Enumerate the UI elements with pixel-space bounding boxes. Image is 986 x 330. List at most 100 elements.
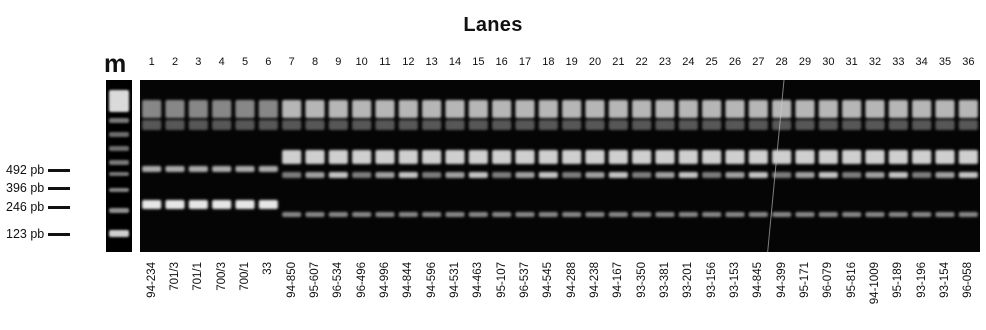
- size-marker-tick: [48, 206, 71, 210]
- lane-number: 29: [798, 56, 812, 68]
- gel-lane: [282, 100, 302, 217]
- sample-label: 96-496: [355, 262, 368, 298]
- gel-lane: [865, 100, 885, 217]
- lane-number: 27: [752, 56, 765, 68]
- gel-lane: [655, 100, 675, 217]
- sample-label: 94-850: [285, 262, 298, 298]
- sample-label: 95-816: [845, 262, 858, 298]
- lane-number: 15: [472, 56, 485, 68]
- sample-label: 94-996: [379, 262, 391, 298]
- sample-label: 93-154: [939, 262, 951, 298]
- lane-number: 30: [822, 56, 835, 68]
- gel-lane: [142, 100, 162, 209]
- lane-number: 20: [588, 56, 602, 68]
- lane-number: 3: [195, 56, 202, 68]
- size-marker: 246 pb: [6, 200, 71, 214]
- sample-label: 94-844: [402, 262, 415, 298]
- size-marker-tick: [48, 169, 71, 173]
- lane-number: 12: [402, 56, 415, 68]
- ladder-lane-image: [106, 80, 132, 252]
- gel-image: [140, 80, 980, 252]
- marker-lane-label: m: [104, 50, 127, 78]
- lane-number: 2: [171, 56, 179, 68]
- lane-number: 31: [845, 56, 858, 68]
- sample-label: 93-196: [915, 262, 928, 298]
- gel-lane: [328, 100, 348, 217]
- lane-number: 11: [379, 56, 391, 68]
- gel-scratch: [767, 80, 785, 252]
- gel-lane: [888, 100, 908, 217]
- gel-lane: [352, 100, 372, 217]
- size-marker-label: 396 pb: [6, 181, 45, 195]
- size-marker: 123 pb: [6, 227, 71, 241]
- lane-number: 14: [448, 56, 462, 68]
- sample-label: 94-545: [542, 262, 555, 298]
- sample-label: 93-201: [682, 262, 695, 298]
- gel-lane: [725, 100, 745, 217]
- size-marker-tick: [48, 187, 71, 191]
- sample-label: 96-079: [822, 262, 835, 298]
- sample-label: 94-234: [145, 262, 158, 298]
- sample-label: 94-238: [589, 262, 601, 298]
- lane-number: 5: [241, 56, 249, 68]
- lane-number: 34: [915, 56, 928, 68]
- size-marker-tick: [48, 233, 71, 237]
- gel-lane: [608, 100, 628, 217]
- lane-number: 17: [518, 56, 532, 68]
- figure-title: Lanes: [463, 14, 523, 36]
- sample-label: 701/3: [169, 262, 181, 291]
- lane-number: 19: [565, 56, 578, 68]
- gel-lane: [842, 100, 862, 217]
- sample-label: 93-381: [659, 262, 671, 298]
- size-marker-label: 123 pb: [6, 227, 45, 241]
- lane-number: 1: [148, 56, 155, 68]
- gel-lane: [748, 100, 768, 217]
- size-marker: 492 pb: [6, 163, 71, 177]
- gel-lane: [795, 100, 815, 217]
- lane-number: 8: [311, 56, 319, 68]
- lane-number: 13: [425, 56, 438, 68]
- sample-label: 93-350: [635, 262, 648, 298]
- lane-number: 4: [218, 56, 225, 68]
- lane-number: 6: [265, 56, 272, 68]
- gel-lane: [585, 100, 605, 217]
- gel-lane: [188, 100, 208, 209]
- lane-number: 24: [682, 56, 695, 68]
- lane-number: 25: [705, 56, 718, 68]
- size-marker-label: 492 pb: [6, 163, 45, 177]
- sample-label: 94-399: [775, 262, 788, 298]
- gel-lane: [212, 100, 232, 209]
- lane-number: 9: [335, 56, 342, 68]
- gel-lane: [702, 100, 722, 217]
- sample-label: 95-607: [309, 262, 321, 298]
- sample-label: 95-107: [495, 262, 508, 298]
- gel-lane: [422, 100, 442, 217]
- gel-lane: [398, 100, 418, 217]
- sample-label: 94-463: [472, 262, 485, 298]
- gel-lane: [445, 100, 465, 217]
- size-marker: 396 pb: [6, 181, 71, 195]
- sample-label: 93-156: [705, 262, 718, 298]
- gel-lane: [678, 100, 698, 217]
- size-marker-label: 246 pb: [6, 200, 45, 214]
- sample-label: 95-189: [892, 262, 905, 298]
- sample-label: 94-167: [612, 262, 625, 298]
- sample-label: 95-171: [799, 262, 811, 298]
- ladder-bands: [109, 90, 129, 237]
- sample-label: 700/3: [215, 262, 228, 291]
- lane-number: 21: [612, 56, 625, 68]
- sample-label: 33: [262, 262, 275, 275]
- lane-number: 26: [728, 56, 742, 68]
- sample-label: 94-596: [425, 262, 438, 298]
- lane-number: 35: [938, 56, 952, 68]
- lane-number: 10: [355, 56, 368, 68]
- lane-number: 23: [658, 56, 672, 68]
- lane-number: 28: [775, 56, 788, 68]
- gel-lane: [632, 100, 652, 217]
- sample-label: 94-1009: [869, 262, 881, 305]
- gel-lane: [235, 100, 255, 209]
- sample-label: 94-845: [752, 262, 765, 298]
- sample-label: 96-537: [519, 262, 531, 298]
- gel-lane: [538, 100, 558, 217]
- sample-label: 94-288: [565, 262, 578, 298]
